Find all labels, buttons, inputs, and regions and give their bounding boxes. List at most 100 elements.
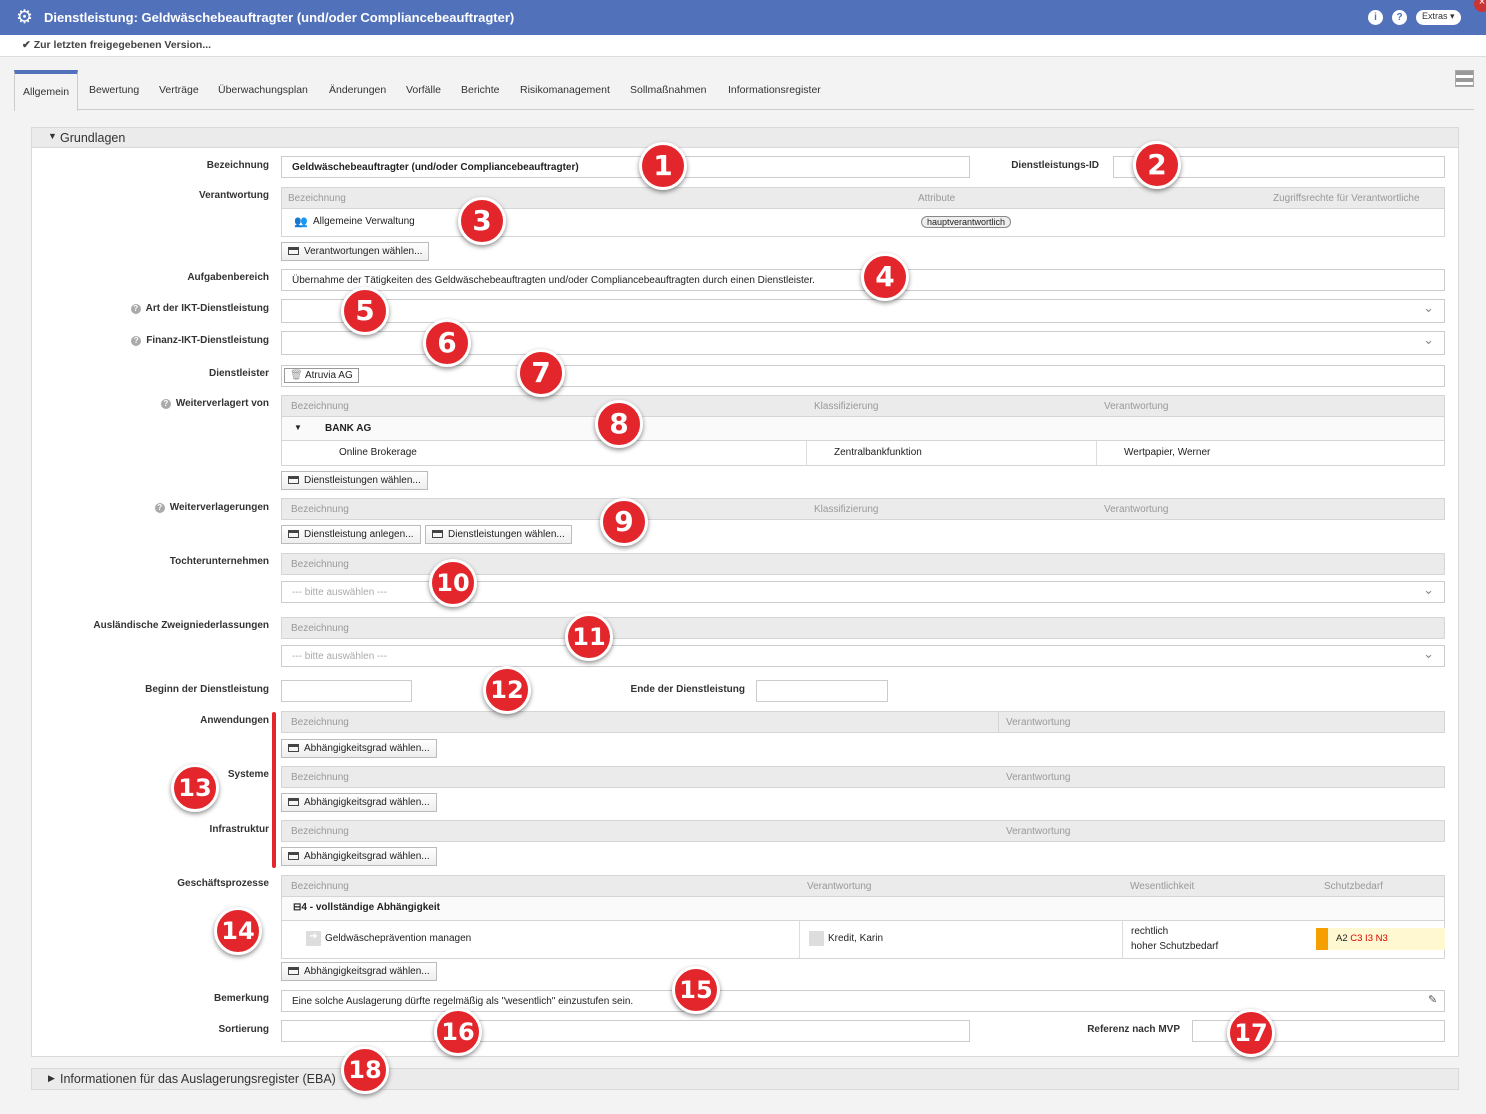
- label-dienstleistungs-id: Dienstleistungs-ID: [1011, 160, 1099, 171]
- help-icon: ?: [154, 503, 165, 513]
- tab-allgemein[interactable]: Allgemein: [14, 70, 79, 111]
- label-tochter: Tochterunternehmen: [169, 556, 269, 567]
- anwendungen-table-header: Bezeichnung Verantwortung: [281, 711, 1445, 733]
- label-bezeichnung: Bezeichnung: [206, 160, 269, 171]
- table-row[interactable]: Online Brokerage Zentralbankfunktion Wer…: [281, 441, 1445, 466]
- marker-5: 5: [341, 287, 389, 335]
- marker-12: 12: [483, 666, 531, 714]
- label-beginn: Beginn der Dienstleistung: [145, 684, 269, 695]
- attribute-badge: hauptverantwortlich: [921, 216, 1012, 228]
- help-icon[interactable]: ?: [1392, 10, 1407, 25]
- trash-icon: 🗑: [290, 370, 303, 381]
- beginn-input[interactable]: [281, 680, 412, 702]
- label-dienstleister: Dienstleister: [208, 368, 269, 379]
- grundlagen-header[interactable]: ▼ Grundlagen: [31, 127, 1459, 148]
- label-sortierung: Sortierung: [218, 1024, 269, 1035]
- version-bar: ✔ Zur letzten freigegebenen Version...: [0, 35, 1486, 57]
- dienstleistungen-waehlen-button-2[interactable]: Dienstleistungen wählen...: [425, 525, 572, 544]
- marker-17: 17: [1227, 1009, 1275, 1057]
- label-verantwortung: Verantwortung: [198, 190, 269, 201]
- tab-vorfaelle[interactable]: Vorfälle: [406, 84, 442, 96]
- table-row[interactable]: ➔ Geldwäscheprävention managen Kredit, K…: [281, 921, 1445, 959]
- tab-ueberwachungsplan[interactable]: Überwachungsplan: [218, 84, 308, 96]
- verantwortung-table-header: Bezeichnung Attribute Zugriffsrechte für V…: [281, 187, 1445, 209]
- dienstleistung-anlegen-button[interactable]: Dienstleistung anlegen...: [281, 525, 421, 544]
- tochter-select[interactable]: --- bitte auswählen ---: [281, 581, 1445, 603]
- collapse-icon: ⊟: [293, 902, 302, 913]
- group-row[interactable]: ⊟4 - vollständige Abhängigkeit: [281, 897, 1445, 921]
- tab-aenderungen[interactable]: Änderungen: [329, 84, 387, 96]
- art-ikt-select[interactable]: [281, 299, 1445, 323]
- weiterverlagerungen-table-header: Bezeichnung Klassifizierung Verantwortung: [281, 498, 1445, 520]
- dienstleistungs-id-input[interactable]: [1113, 156, 1445, 178]
- weiterverlagert-table-header: Bezeichnung Klassifizierung Verantwortung: [281, 395, 1445, 417]
- systeme-abhaengigkeit-button[interactable]: Abhängigkeitsgrad wählen...: [281, 793, 437, 812]
- info-icon[interactable]: i: [1368, 10, 1383, 25]
- marker-16: 16: [434, 1008, 482, 1056]
- highlight-bar: [272, 712, 276, 868]
- arrow-icon: ➔: [306, 931, 321, 946]
- marker-7: 7: [517, 349, 565, 397]
- bezeichnung-input[interactable]: Geldwäschebeauftragter (und/oder Complia…: [281, 156, 970, 178]
- marker-11: 11: [565, 613, 613, 661]
- last-version-link[interactable]: ✔ Zur letzten freigegebenen Version...: [22, 39, 212, 51]
- systeme-table-header: Bezeichnung Verantwortung: [281, 766, 1445, 788]
- finanz-ikt-select[interactable]: [281, 331, 1445, 355]
- ende-input[interactable]: [756, 680, 888, 702]
- extras-button[interactable]: Extras ▾: [1416, 10, 1461, 25]
- tab-sollmassnahmen[interactable]: Sollmaßnahmen: [630, 84, 707, 96]
- marker-4: 4: [861, 253, 909, 301]
- layout-toggle-icon[interactable]: [1455, 70, 1474, 87]
- table-row[interactable]: 👥 Allgemeine Verwaltung hauptverantwortl…: [281, 209, 1445, 237]
- caret-down-icon: ▼: [48, 131, 57, 141]
- tab-informationsregister[interactable]: Informationsregister: [728, 84, 821, 96]
- window-title: Dienstleistung: Geldwäschebeauftragter (…: [44, 10, 515, 25]
- tab-bar: Allgemein Bewertung Verträge Überwachung…: [14, 70, 1474, 111]
- title-bar: ⚙ Dienstleistung: Geldwäschebeauftragter…: [0, 0, 1486, 35]
- user-icon: [809, 931, 824, 946]
- label-zweig: Ausländische Zweigniederlassungen: [93, 620, 269, 631]
- tab-berichte[interactable]: Berichte: [461, 84, 500, 96]
- label-weiterverlagerungen: ? Weiterverlagerungen: [0, 502, 269, 513]
- marker-9: 9: [600, 498, 648, 546]
- marker-15: 15: [672, 966, 720, 1014]
- group-icon: 👥: [294, 216, 308, 228]
- label-infrastruktur: Infrastruktur: [209, 824, 269, 835]
- bemerkung-input[interactable]: Eine solche Auslagerung dürfte regelmäßi…: [281, 990, 1445, 1012]
- group-row[interactable]: ▼ BANK AG: [281, 417, 1445, 441]
- infrastruktur-table-header: Bezeichnung Verantwortung: [281, 820, 1445, 842]
- zweig-select[interactable]: --- bitte auswählen ---: [281, 645, 1445, 667]
- marker-2: 2: [1133, 141, 1181, 189]
- dienstleistungen-waehlen-button[interactable]: Dienstleistungen wählen...: [281, 471, 428, 490]
- label-anwendungen: Anwendungen: [200, 715, 269, 726]
- marker-14: 14: [214, 907, 262, 955]
- tab-risikomanagement[interactable]: Risikomanagement: [520, 84, 610, 96]
- edit-icon[interactable]: ✎: [1428, 994, 1438, 1006]
- dienstleister-field[interactable]: 🗑 Atruvia AG: [281, 365, 1445, 387]
- marker-3: 3: [458, 197, 506, 245]
- sortierung-input[interactable]: [281, 1020, 970, 1042]
- verantwortungen-waehlen-button[interactable]: Verantwortungen wählen...: [281, 242, 430, 261]
- tab-vertraege[interactable]: Verträge: [159, 84, 199, 96]
- help-icon: ?: [160, 399, 171, 409]
- dienstleister-tag[interactable]: 🗑 Atruvia AG: [284, 368, 359, 383]
- geschaeft-table-header: Bezeichnung Verantwortung Wesentlichkeit Sc…: [281, 875, 1445, 897]
- infrastruktur-abhaengigkeit-button[interactable]: Abhängigkeitsgrad wählen...: [281, 847, 437, 866]
- label-art-ikt: ? Art der IKT-Dienstleistung: [0, 303, 269, 314]
- label-geschaeftsprozesse: Geschäftsprozesse: [177, 878, 269, 889]
- close-icon[interactable]: ×: [1474, 0, 1486, 12]
- marker-13: 13: [171, 764, 219, 812]
- marker-10: 10: [429, 559, 477, 607]
- geschaeft-abhaengigkeit-button[interactable]: Abhängigkeitsgrad wählen...: [281, 962, 437, 981]
- eba-section-header[interactable]: ▶ Informationen für das Auslagerungsregis…: [31, 1068, 1459, 1090]
- marker-8: 8: [595, 400, 643, 448]
- marker-18: 18: [341, 1046, 389, 1094]
- caret-right-icon: ▶: [48, 1073, 55, 1083]
- label-aufgabenbereich: Aufgabenbereich: [187, 272, 269, 283]
- tab-bewertung[interactable]: Bewertung: [89, 84, 140, 96]
- label-bemerkung: Bemerkung: [213, 993, 269, 1004]
- label-finanz-ikt: ? Finanz-IKT-Dienstleistung: [0, 335, 269, 346]
- help-icon: ?: [131, 336, 142, 346]
- label-ende: Ende der Dienstleistung: [630, 684, 745, 695]
- anwendungen-abhaengigkeit-button[interactable]: Abhängigkeitsgrad wählen...: [281, 739, 437, 758]
